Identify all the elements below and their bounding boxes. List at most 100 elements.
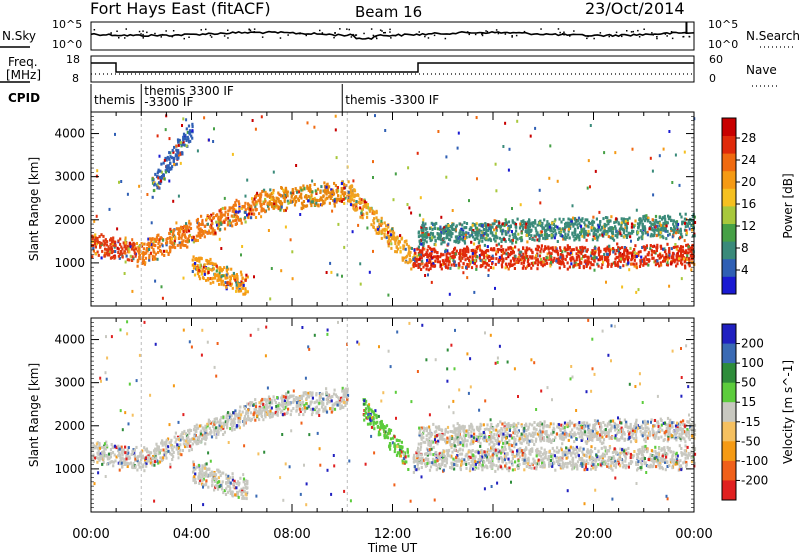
- power-cell: [601, 260, 605, 264]
- power-cell: [546, 252, 549, 256]
- power-cell: [615, 249, 619, 252]
- power-cell: [148, 237, 152, 241]
- power-cell: [359, 282, 362, 286]
- power-cell: [683, 217, 686, 221]
- power-cell: [117, 239, 120, 243]
- power-cell: [683, 250, 686, 254]
- power-cell: [134, 254, 137, 258]
- power-cell: [277, 191, 280, 195]
- velocity-cell: [344, 404, 347, 407]
- power-cell: [685, 229, 688, 233]
- power-cell: [544, 245, 547, 249]
- velocity-cell: [215, 436, 218, 440]
- velocity-cell: [282, 405, 285, 409]
- power-cell: [317, 204, 320, 208]
- velocity-cell: [207, 418, 210, 422]
- power-colorbar-tick-label: 20: [741, 175, 756, 189]
- velocity-cell: [129, 461, 132, 465]
- velocity-cell: [179, 443, 182, 447]
- power-cell: [381, 228, 384, 232]
- power-cell: [140, 244, 144, 248]
- power-cell: [283, 209, 286, 213]
- power-cell: [300, 206, 303, 210]
- power-cell: [153, 243, 156, 247]
- power-cell: [530, 228, 533, 232]
- power-cell: [330, 270, 333, 274]
- velocity-cell: [122, 460, 125, 464]
- power-cell: [120, 245, 123, 249]
- power-cell: [461, 223, 464, 227]
- power-cell: [209, 231, 212, 235]
- velocity-cell: [286, 396, 289, 400]
- power-cell: [336, 273, 339, 277]
- power-cell: [412, 258, 415, 261]
- power-cell: [240, 221, 243, 225]
- power-cell: [653, 231, 656, 235]
- power-cell: [502, 258, 505, 262]
- power-cell: [165, 238, 168, 242]
- velocity-cell: [252, 403, 255, 407]
- power-cell: [111, 240, 114, 244]
- power-cell: [491, 248, 494, 252]
- power-cell: [651, 228, 654, 232]
- power-cell: [258, 212, 261, 216]
- power-cell: [390, 246, 393, 250]
- power-cell: [210, 219, 213, 223]
- power-cell: [467, 231, 470, 235]
- velocity-cell: [157, 452, 160, 456]
- power-cell: [679, 229, 682, 233]
- noise-search-point: [559, 31, 561, 34]
- velocity-cell: [167, 437, 170, 441]
- velocity-cell: [244, 412, 248, 416]
- power-cell: [394, 242, 397, 246]
- power-cell: [429, 239, 432, 243]
- power-cell: [229, 275, 232, 279]
- velocity-cell: [134, 457, 137, 461]
- power-cell: [447, 263, 450, 267]
- power-cell: [619, 227, 622, 231]
- power-cell: [100, 256, 103, 260]
- power-cell: [372, 221, 376, 225]
- power-cell: [302, 200, 305, 203]
- power-cell: [232, 219, 235, 223]
- power-cell: [668, 232, 671, 236]
- power-cell: [123, 244, 126, 248]
- power-cell: [655, 249, 658, 253]
- power-cell: [639, 220, 642, 224]
- power-cell: [248, 206, 252, 209]
- power-cell: [129, 254, 132, 258]
- power-cell: [407, 244, 410, 248]
- power-cell: [512, 263, 515, 267]
- power-cell: [159, 236, 162, 240]
- power-cell: [168, 137, 171, 141]
- power-cell: [328, 195, 331, 199]
- power-cell: [204, 230, 208, 234]
- velocity-cell: [400, 448, 403, 452]
- power-cell: [161, 238, 165, 242]
- power-cell: [684, 212, 687, 216]
- power-cell: [427, 233, 430, 237]
- power-cell: [415, 257, 418, 261]
- power-cell: [680, 215, 683, 219]
- power-cell: [314, 189, 317, 193]
- power-cell: [623, 253, 626, 257]
- power-cell: [516, 217, 519, 221]
- power-cell: [478, 244, 481, 248]
- velocity-cell: [270, 398, 273, 402]
- velocity-cell: [307, 391, 310, 395]
- power-cell: [586, 262, 589, 266]
- power-cell: [553, 219, 556, 223]
- power-cell: [92, 246, 95, 250]
- power-cell: [344, 196, 347, 200]
- power-cell: [385, 228, 388, 232]
- power-cell: [320, 203, 323, 207]
- power-cell: [360, 209, 363, 213]
- velocity-cell: [192, 437, 195, 441]
- power-cell: [343, 182, 346, 186]
- power-cell: [419, 238, 422, 242]
- power-cell: [339, 194, 342, 198]
- power-cell: [593, 253, 596, 257]
- power-cell: [663, 247, 666, 251]
- velocity-cell: [123, 450, 126, 454]
- velocity-cell: [189, 429, 193, 432]
